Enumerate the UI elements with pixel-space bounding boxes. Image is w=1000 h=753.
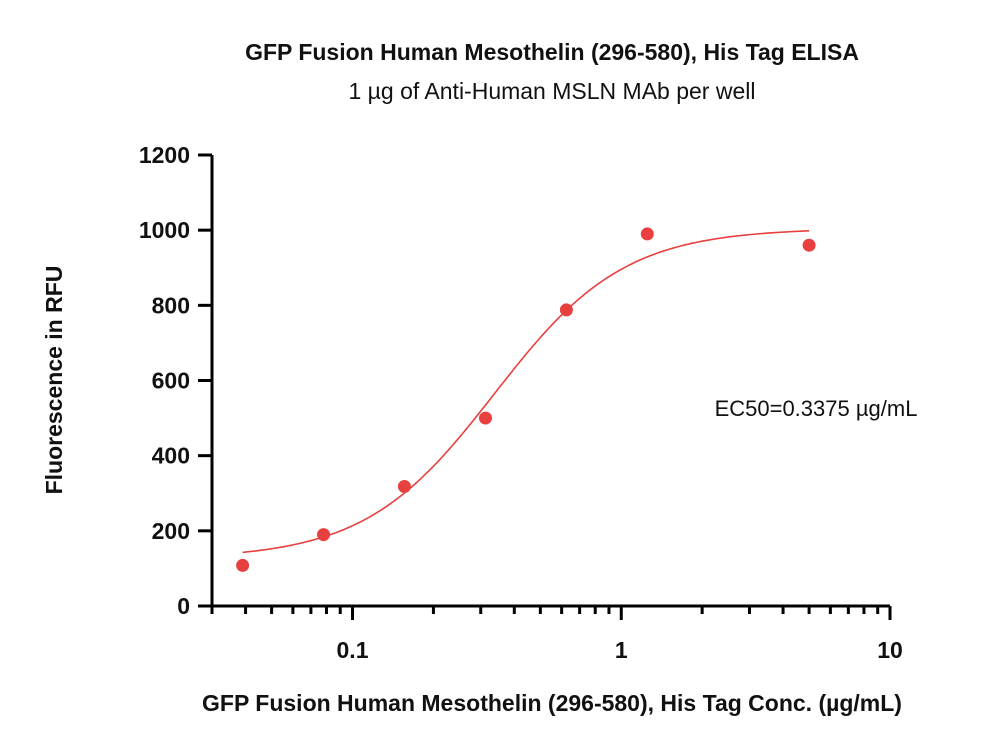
y-tick-label: 400: [152, 443, 190, 469]
y-tick-label: 0: [177, 593, 190, 619]
data-point: [397, 479, 411, 493]
data-point: [236, 558, 250, 572]
chart-title: GFP Fusion Human Mesothelin (296-580), H…: [245, 39, 859, 65]
x-tick-label: 0.1: [337, 637, 369, 663]
y-axis-ticks: 0 200 400 600 800 1000 1200: [139, 142, 212, 619]
data-point: [802, 238, 816, 252]
y-tick-label: 600: [152, 368, 190, 394]
y-axis-title: Fluorescence in RFU: [41, 266, 67, 495]
x-tick-label: 10: [877, 637, 903, 663]
data-point: [479, 411, 493, 425]
data-point: [559, 303, 573, 317]
data-points: [236, 227, 816, 572]
y-tick-label: 1200: [139, 142, 190, 168]
x-axis-ticks: 0.1 1 10: [210, 606, 903, 663]
fit-curve: [242, 230, 810, 554]
chart-subtitle: 1 µg of Anti-Human MSLN MAb per well: [349, 78, 756, 104]
x-axis-title: GFP Fusion Human Mesothelin (296-580), H…: [202, 690, 902, 716]
data-point: [317, 528, 331, 542]
y-tick-label: 800: [152, 292, 190, 318]
ec50-annotation: EC50=0.3375 µg/mL: [715, 396, 918, 421]
x-tick-label: 1: [615, 637, 628, 663]
data-point: [640, 227, 654, 241]
y-tick-label: 200: [152, 518, 190, 544]
y-tick-label: 1000: [139, 217, 190, 243]
